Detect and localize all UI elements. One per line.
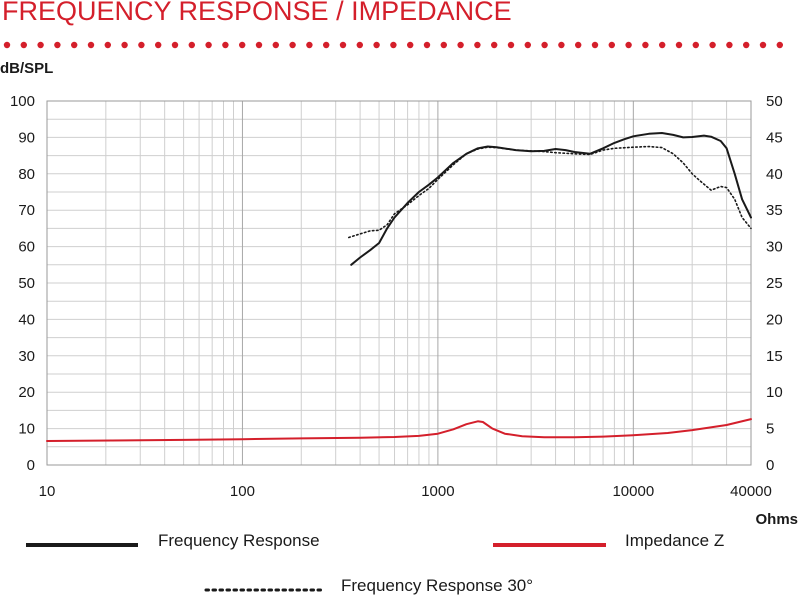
- separator-dot: [642, 41, 649, 49]
- y-tick-label: 30: [18, 348, 35, 365]
- y2-tick-label: 0: [766, 457, 774, 474]
- legend-label-impedance: Impedance Z: [625, 531, 725, 550]
- separator-dot: [558, 41, 565, 49]
- y-tick-label: 40: [18, 311, 35, 328]
- y-tick-label: 90: [18, 129, 35, 146]
- separator-dot: [54, 41, 61, 49]
- x-tick-label: 40000: [730, 483, 772, 500]
- separator-dot: [591, 41, 599, 49]
- separator-dot: [507, 41, 515, 49]
- separator-dot: [239, 41, 246, 49]
- separator-dot: [675, 41, 683, 49]
- y2-tick-label: 5: [766, 421, 774, 438]
- separator-dot: [524, 41, 531, 49]
- separator-dot: [155, 41, 162, 49]
- y-axis-label: dB/SPL: [0, 60, 54, 77]
- separator-dot: [289, 41, 296, 49]
- separator-dot: [171, 41, 179, 49]
- series-line-1: [348, 145, 752, 239]
- separator-dot: [3, 41, 11, 49]
- separator-dot: [188, 41, 195, 49]
- separator-dot: [104, 41, 112, 49]
- plot-frame: [46, 100, 752, 466]
- separator-dot: [709, 41, 716, 49]
- separator-dot: [356, 41, 363, 49]
- separator-dot: [373, 41, 380, 49]
- y2-tick-label: 15: [766, 348, 783, 365]
- legend-label-frequency-response-30: Frequency Response 30°: [341, 576, 534, 595]
- y-tick-label: 50: [18, 275, 35, 292]
- x-axis-ticks: 10 100 1000 10000 40000: [39, 483, 772, 500]
- y-axis-ticks: 0 10 20 30 40 50 60 70 80 90 100: [10, 93, 35, 474]
- separator-dot: [692, 41, 699, 49]
- separator-dot: [71, 41, 78, 49]
- separator-dot: [759, 41, 767, 49]
- series-line-2: [46, 418, 752, 442]
- separator-dot: [575, 41, 582, 49]
- legend-label-frequency-response: Frequency Response: [158, 531, 320, 550]
- separator-dot: [407, 41, 414, 49]
- y-tick-label: 20: [18, 384, 35, 401]
- chart-title: FREQUENCY RESPONSE / IMPEDANCE: [2, 0, 512, 26]
- separator-dot: [339, 41, 347, 49]
- separator-dot: [138, 41, 145, 49]
- separator-dot: [726, 41, 733, 49]
- chart-series: [46, 132, 752, 442]
- separator-dot: [222, 41, 229, 49]
- y2-tick-label: 20: [766, 311, 783, 328]
- x-tick-label: 1000: [421, 483, 454, 500]
- separator-dot: [323, 41, 330, 49]
- x-tick-label: 100: [230, 483, 255, 500]
- y2-tick-label: 35: [766, 202, 783, 219]
- x-tick-label: 10: [39, 483, 56, 500]
- separator-dot: [608, 41, 615, 49]
- x-axis-unit-label: Ohms: [755, 511, 798, 528]
- separator-dot: [37, 41, 44, 49]
- series-line-0: [350, 132, 752, 266]
- dotted-separator: [3, 41, 783, 49]
- separator-dot: [205, 41, 212, 49]
- separator-dot: [474, 41, 481, 49]
- y-tick-label: 70: [18, 202, 35, 219]
- separator-dot: [457, 41, 464, 49]
- y-tick-label: 0: [27, 457, 35, 474]
- separator-dot: [625, 41, 632, 49]
- separator-dot: [776, 41, 783, 49]
- separator-dot: [20, 41, 27, 49]
- chart-legend: [26, 543, 606, 592]
- y2-tick-label: 45: [766, 129, 783, 146]
- separator-dot: [541, 41, 548, 49]
- y-tick-label: 80: [18, 166, 35, 183]
- separator-dot: [390, 41, 397, 49]
- separator-dot: [491, 41, 498, 49]
- x-tick-label: 10000: [612, 483, 654, 500]
- separator-dot: [272, 41, 279, 49]
- separator-dot: [743, 41, 750, 49]
- separator-dot: [659, 41, 666, 49]
- chart-grid: [47, 100, 751, 465]
- separator-dot: [423, 41, 431, 49]
- separator-dot: [87, 41, 95, 49]
- y-tick-label: 100: [10, 93, 35, 110]
- y-tick-label: 60: [18, 239, 35, 256]
- y2-tick-label: 10: [766, 384, 783, 401]
- separator-dot: [121, 41, 128, 49]
- y2-tick-label: 30: [766, 239, 783, 256]
- separator-dot: [306, 41, 313, 49]
- separator-dot: [440, 41, 447, 49]
- y2-axis-ticks: 0 5 10 15 20 25 30 35 40 45 50: [766, 93, 783, 474]
- y2-tick-label: 25: [766, 275, 783, 292]
- separator-dot: [255, 41, 263, 49]
- y-tick-label: 10: [18, 421, 35, 438]
- y2-tick-label: 40: [766, 166, 783, 183]
- y2-tick-label: 50: [766, 93, 783, 110]
